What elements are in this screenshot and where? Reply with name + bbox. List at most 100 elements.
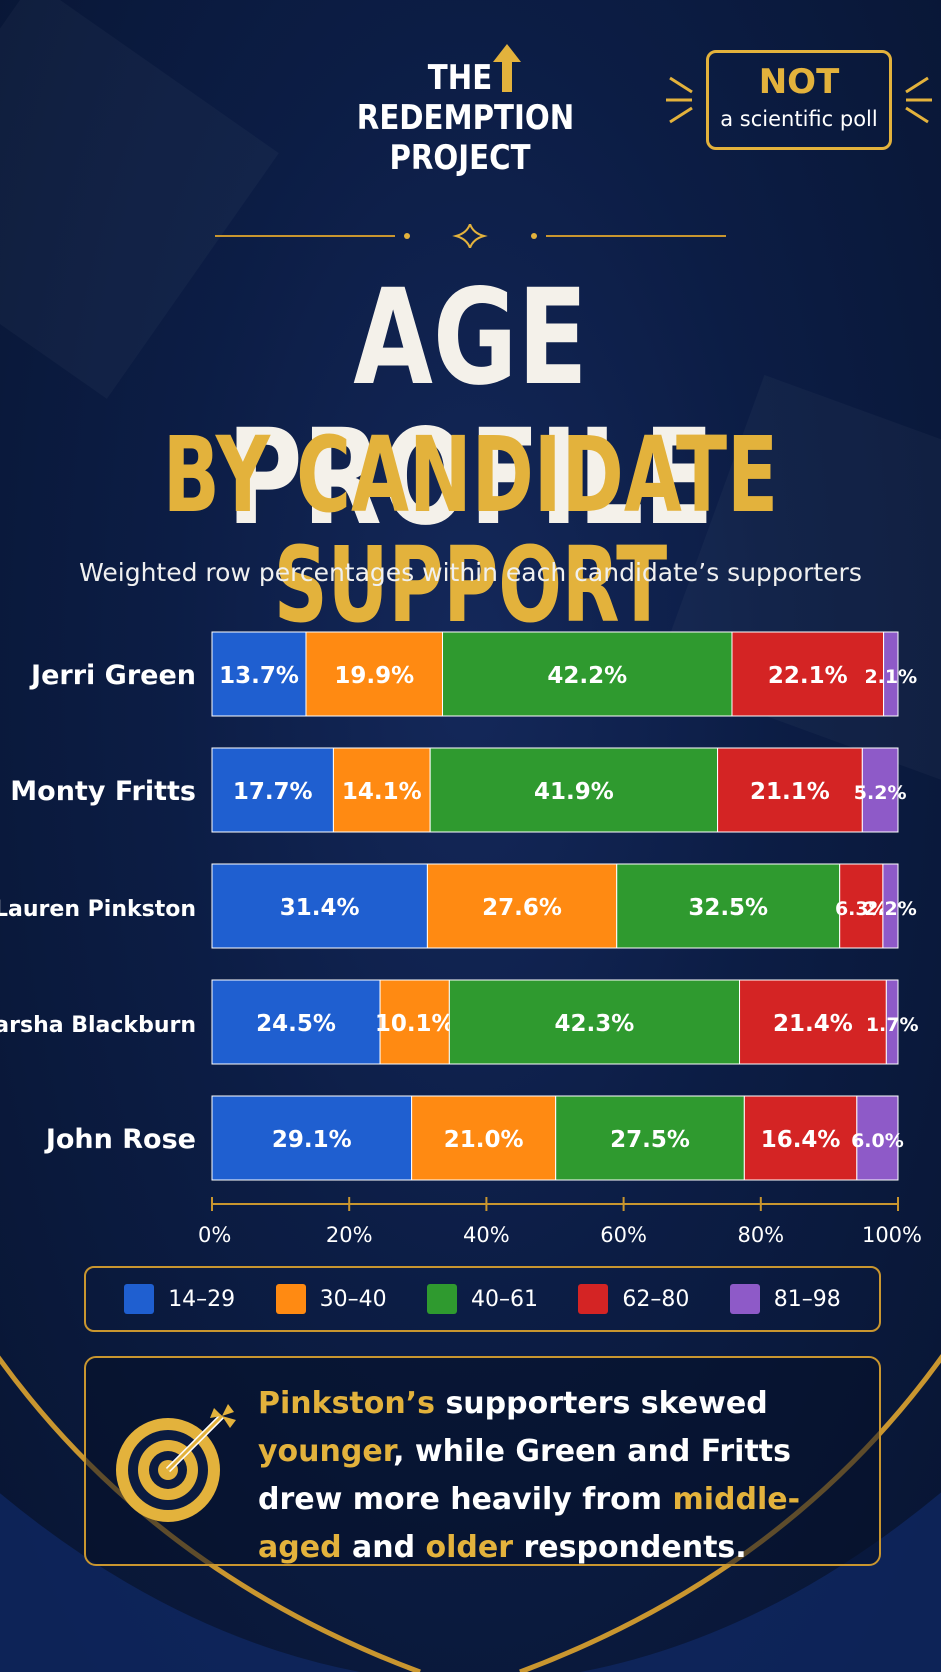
bar-segment: [717, 747, 863, 833]
bar-data-label: 32.5%: [688, 895, 768, 921]
insight-segment: and: [341, 1530, 426, 1565]
bar-segment: [211, 863, 428, 949]
bar-data-label: 14.1%: [342, 779, 422, 805]
insight-highlight: younger: [258, 1434, 394, 1469]
logo-line-3: PROJECT: [389, 138, 531, 178]
legend-swatch: [578, 1284, 609, 1314]
bar-segment: [305, 631, 443, 717]
bar-segment: [211, 1095, 413, 1181]
main-title: AGE PROFILE: [227, 261, 714, 555]
legend-item: 14–29: [124, 1284, 235, 1314]
legend-label: 62–80: [622, 1286, 690, 1312]
logo-line-2: REDEMPTION: [356, 98, 575, 138]
bar-segment: [411, 1095, 557, 1181]
bar-segment: [429, 747, 719, 833]
bar-data-label: 10.1%: [375, 1011, 455, 1037]
insight-highlight: Pinkston’s: [258, 1386, 435, 1421]
legend-item: 40–61: [426, 1284, 538, 1314]
bar-data-label: 16.4%: [761, 1127, 841, 1153]
candidate-label: John Rose: [44, 1124, 196, 1155]
logo-line-1: THE: [427, 58, 493, 98]
chart-legend: 14–29 30–40 40–61 62–80 81–98: [84, 1266, 881, 1332]
bar-segment: [839, 863, 884, 949]
bar-data-label: 13.7%: [219, 663, 299, 689]
bar-segment: [211, 631, 307, 717]
candidate-label: Jerri Green: [29, 660, 196, 691]
bar-data-label: 21.1%: [750, 779, 830, 805]
bar-data-label: 42.2%: [547, 663, 627, 689]
x-tick-label: 20%: [326, 1223, 373, 1247]
candidate-label: Lauren Pinkston: [0, 897, 196, 922]
legend-label: 81–98: [773, 1286, 841, 1312]
insight-highlight: older: [425, 1530, 514, 1565]
legend-label: 30–40: [319, 1286, 387, 1312]
x-tick-label: 80%: [737, 1223, 784, 1247]
bar-segment: [211, 747, 334, 833]
ornamental-divider: [215, 224, 726, 248]
insight-segment: , while Green and Fritts drew more heavi…: [258, 1434, 791, 1517]
bar-data-label: 21.4%: [773, 1011, 853, 1037]
bar-data-label: 42.3%: [555, 1011, 635, 1037]
bar-segment: [856, 1095, 899, 1181]
bar-data-label: 19.9%: [334, 663, 414, 689]
bar-data-label: 27.6%: [482, 895, 562, 921]
badge-rays-left-icon: [666, 76, 693, 124]
insight-segment: supporters skewed: [435, 1386, 768, 1421]
legend-swatch: [729, 1284, 760, 1314]
bar-segment: [883, 631, 899, 717]
legend-item: 30–40: [275, 1284, 387, 1314]
bar-segment: [743, 1095, 858, 1181]
bar-data-label: 5.2%: [854, 782, 907, 804]
bar-segment: [379, 979, 450, 1065]
bar-data-label: 6.3%: [835, 898, 888, 920]
not-scientific-badge: NOT a scientific poll: [706, 50, 892, 150]
diamond-star-icon: [452, 224, 488, 248]
up-arrow-icon: [493, 44, 521, 92]
legend-item: 81–98: [729, 1284, 841, 1314]
bar-data-label: 1.7%: [866, 1014, 919, 1036]
badge-main-text: NOT: [758, 62, 840, 102]
insight-callout: Pinkston’s supporters skewed younger, wh…: [84, 1356, 881, 1566]
bar-segment: [332, 747, 431, 833]
target-arrow-icon: [116, 1404, 236, 1522]
badge-rays-right-icon: [905, 76, 932, 124]
insight-highlight: middle-aged: [258, 1482, 801, 1565]
bar-data-label: 31.4%: [280, 895, 360, 921]
redemption-project-logo: THE REDEMPTION PROJECT: [340, 44, 580, 178]
legend-item: 62–80: [578, 1284, 689, 1314]
x-tick-label: 0%: [198, 1223, 231, 1247]
bar-segment: [211, 979, 381, 1065]
legend-swatch: [275, 1284, 306, 1314]
bar-segment: [426, 863, 618, 949]
bar-data-label: 24.5%: [256, 1011, 336, 1037]
candidate-label: Marsha Blackburn: [0, 1013, 196, 1038]
insight-segment: respondents.: [513, 1530, 747, 1565]
main-subtitle-title: BY CANDIDATE SUPPORT: [162, 414, 779, 646]
x-tick-label: 100%: [862, 1223, 922, 1247]
x-tick-label: 60%: [600, 1223, 647, 1247]
bar-segment: [861, 747, 899, 833]
legend-label: 14–29: [168, 1286, 236, 1312]
bar-data-label: 2.1%: [864, 666, 917, 688]
bar-data-label: 41.9%: [534, 779, 614, 805]
bar-segment: [882, 863, 899, 949]
bar-data-label: 6.0%: [851, 1130, 904, 1152]
bar-segment: [731, 631, 885, 717]
legend-swatch: [124, 1284, 155, 1314]
bar-data-label: 27.5%: [610, 1127, 690, 1153]
bar-data-label: 2.2%: [864, 898, 917, 920]
bar-data-label: 22.1%: [768, 663, 848, 689]
x-tick-label: 40%: [463, 1223, 510, 1247]
candidate-label: Monty Fritts: [10, 776, 196, 807]
legend-label: 40–61: [470, 1286, 538, 1312]
bar-segment: [448, 979, 741, 1065]
legend-swatch: [426, 1284, 457, 1314]
bar-data-label: 29.1%: [272, 1127, 352, 1153]
chart-description: Weighted row percentages within each can…: [79, 558, 862, 587]
bar-segment: [885, 979, 899, 1065]
insight-text: Pinkston’s supporters skewed younger, wh…: [258, 1380, 858, 1572]
bar-data-label: 17.7%: [233, 779, 313, 805]
bar-data-label: 21.0%: [444, 1127, 524, 1153]
